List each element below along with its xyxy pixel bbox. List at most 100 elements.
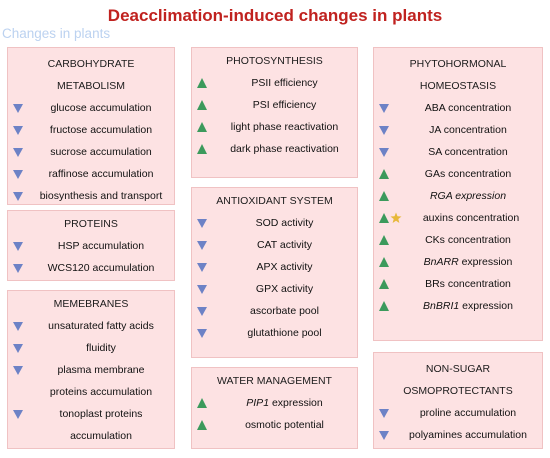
up-arrow-icon — [379, 191, 389, 201]
up-arrow-icon — [379, 169, 389, 179]
change-marker — [12, 190, 32, 202]
change-marker — [196, 261, 216, 273]
change-marker — [378, 278, 398, 290]
list-item: BnBRI1 expression — [378, 295, 538, 317]
item-label: unsaturated fatty acids — [48, 320, 154, 332]
change-marker — [12, 342, 32, 354]
change-marker — [378, 190, 398, 202]
list-item: fructose accumulation — [12, 119, 170, 141]
item-label: CKs concentration — [425, 234, 511, 246]
list-item: GAs concentration — [378, 163, 538, 185]
item-list: ABA concentration JA concentration SA conc… — [374, 97, 542, 317]
item-label-rest: expression — [269, 397, 323, 409]
heading-line-1: CARBOHYDRATE — [47, 58, 135, 70]
item-label-rest: expression — [459, 300, 513, 312]
change-marker — [196, 327, 216, 339]
down-arrow-icon — [197, 329, 207, 338]
change-marker — [196, 283, 216, 295]
item-label: dark phase reactivation — [230, 143, 339, 155]
item-label: polyamines accumulation — [409, 429, 527, 441]
change-marker — [196, 143, 216, 155]
list-item: auxins concentration — [378, 207, 538, 229]
change-marker — [378, 146, 398, 158]
change-marker — [12, 320, 32, 332]
item-label-italic: PIP1 — [246, 397, 270, 409]
heading-line-2: OSMOPROTECTANTS — [403, 385, 513, 397]
item-label: ABA concentration — [424, 102, 512, 114]
item-label: auxins concentration — [422, 212, 520, 224]
change-marker — [378, 407, 398, 419]
change-marker — [378, 256, 398, 268]
item-label: light phase reactivation — [230, 121, 339, 133]
item-label: fructose accumulation — [49, 124, 153, 136]
list-item: RGA expression — [378, 185, 538, 207]
item-label: raffinose accumulation — [48, 168, 154, 180]
list-item: PIP1 expression — [196, 392, 353, 414]
item-label: proteins accumulation — [49, 386, 153, 398]
down-arrow-icon — [197, 241, 207, 250]
down-arrow-icon — [13, 104, 23, 113]
list-item: SOD activity — [196, 212, 353, 234]
change-marker — [12, 240, 32, 252]
up-arrow-icon — [197, 78, 207, 88]
list-item: ascorbate pool — [196, 300, 353, 322]
item-list: glucose accumulation fructose accumulatio… — [8, 97, 174, 207]
change-marker — [12, 124, 32, 136]
list-item: glutathione pool — [196, 322, 353, 344]
list-item: light phase reactivation — [196, 116, 353, 138]
item-label: BRs concentration — [425, 278, 511, 290]
item-label: fluidity — [86, 342, 116, 354]
box-carbohydrate-metabolism: CARBOHYDRATE METABOLISM glucose accumula… — [7, 47, 175, 205]
down-arrow-icon — [379, 431, 389, 440]
down-arrow-icon — [13, 410, 23, 419]
change-marker — [378, 300, 398, 312]
item-label: HSP accumulation — [57, 240, 145, 252]
up-arrow-icon — [197, 398, 207, 408]
up-arrow-icon — [197, 100, 207, 110]
item-label: SA concentration — [428, 146, 508, 158]
list-item: GPX activity — [196, 278, 353, 300]
item-label: osmotic potential — [245, 419, 324, 431]
item-label: WCS120 accumulation — [47, 262, 155, 274]
down-arrow-icon — [197, 219, 207, 228]
item-label: biosynthesis and transport — [39, 190, 163, 202]
change-marker — [12, 168, 32, 180]
list-item: PSII efficiency — [196, 72, 353, 94]
item-label: tonoplast proteins — [59, 408, 143, 420]
box-heading: PHYTOHORMONAL HOMEOSTASIS — [374, 53, 542, 97]
star-icon — [390, 212, 402, 223]
down-arrow-icon — [13, 126, 23, 135]
down-arrow-icon — [197, 285, 207, 294]
box-antioxidant-system: ANTIOXIDANT SYSTEM SOD activity CAT activ… — [191, 187, 358, 358]
list-item: HSP accumulation — [12, 235, 170, 257]
item-label: glutathione pool — [247, 327, 322, 339]
up-arrow-icon — [197, 122, 207, 132]
list-item: glucose accumulation — [12, 97, 170, 119]
change-marker — [196, 397, 216, 409]
item-label-italic: RGA expression — [429, 190, 507, 202]
item-label: accumulation — [70, 430, 132, 442]
item-label: GPX activity — [255, 283, 314, 295]
down-arrow-icon — [13, 344, 23, 353]
down-arrow-icon — [379, 409, 389, 418]
item-list: unsaturated fatty acids fluidity plasma me… — [8, 315, 174, 447]
list-item: tonoplast proteins — [12, 403, 170, 425]
list-item: BRs concentration — [378, 273, 538, 295]
change-marker — [378, 234, 398, 246]
item-label: RGA expression — [398, 190, 538, 202]
list-item: polyamines accumulation — [378, 424, 538, 446]
item-label: sucrose accumulation — [50, 146, 152, 158]
change-marker — [196, 217, 216, 229]
list-item: dark phase reactivation — [196, 138, 353, 160]
change-marker — [12, 262, 32, 274]
box-membranes: MEMEBRANES unsaturated fatty acids fluidi… — [7, 290, 175, 449]
item-label: plasma membrane — [57, 364, 145, 376]
up-arrow-icon — [379, 213, 389, 223]
down-arrow-icon — [379, 104, 389, 113]
change-marker — [196, 305, 216, 317]
item-label: BnBRI1 expression — [398, 300, 538, 312]
item-list: PSII efficiency PSI efficiency light phase… — [192, 72, 357, 160]
item-label-italic: BnBRI1 — [423, 300, 460, 312]
change-marker — [196, 419, 216, 431]
heading-line-1: NON-SUGAR — [425, 363, 491, 375]
